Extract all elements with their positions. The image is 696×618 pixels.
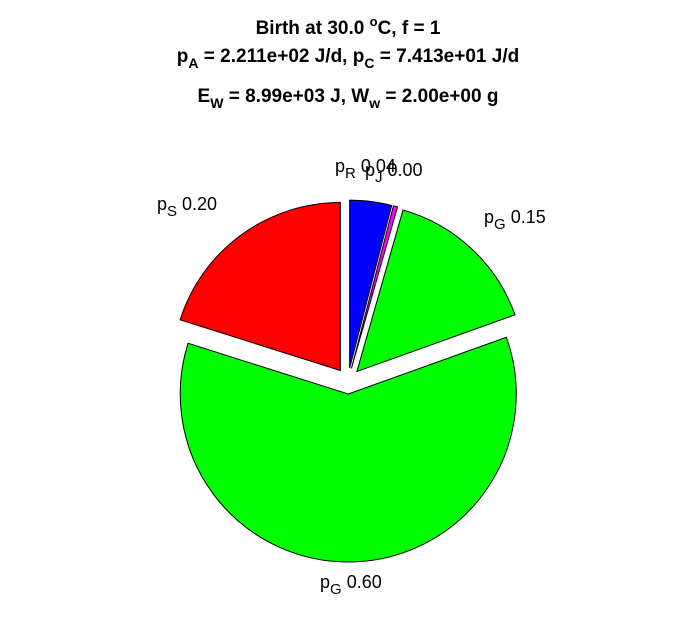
- pie-slice-pJ-1: [350, 205, 399, 369]
- pie-slice-pG-3: [179, 336, 517, 563]
- pie-slice-pG-2: [356, 209, 516, 373]
- slice-label-3: pG 0.60: [320, 572, 382, 598]
- pie-slice-pS-4: [179, 202, 341, 372]
- chart-title-line1: Birth at 30.0 oC, f = 1: [255, 14, 441, 39]
- chart-title-line2: pA = 2.211e+02 J/d, pC = 7.413e+01 J/d: [176, 46, 520, 71]
- slice-label-2: pG 0.15: [484, 207, 546, 233]
- slice-label-0: pR 0.04: [335, 156, 396, 182]
- slice-label-1: pJ 0.00: [365, 160, 423, 186]
- pie-slice-pR-0: [349, 199, 393, 369]
- chart-title-line3: EW = 8.99e+03 J, Ww = 2.00e+00 g: [197, 86, 499, 111]
- slice-label-4: pS 0.20: [157, 194, 217, 220]
